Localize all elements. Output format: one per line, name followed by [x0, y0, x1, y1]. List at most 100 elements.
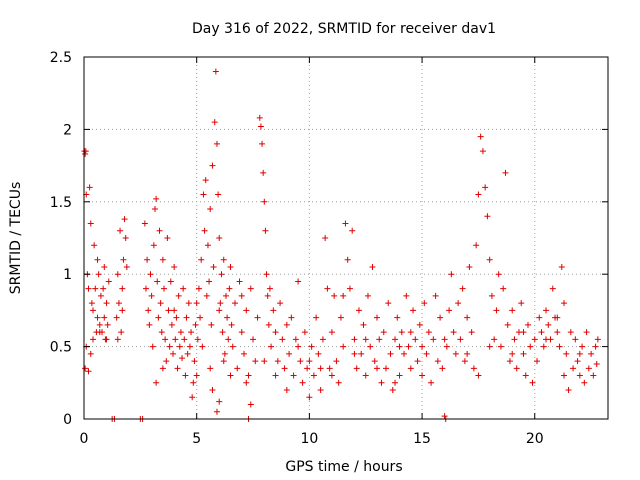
data-point: [319, 336, 326, 343]
data-point: [193, 300, 200, 307]
data-point: [419, 343, 426, 350]
data-point: [265, 321, 272, 328]
data-point: [279, 336, 286, 343]
data-point: [407, 365, 414, 372]
data-point: [437, 314, 444, 321]
data-point: [554, 314, 561, 321]
data-point: [376, 336, 383, 343]
data-point: [491, 336, 498, 343]
data-point: [218, 271, 225, 278]
data-point: [118, 329, 125, 336]
data-point: [254, 314, 261, 321]
data-point: [183, 314, 190, 321]
data-point: [328, 329, 335, 336]
data-point: [184, 350, 191, 357]
data-point: [181, 336, 188, 343]
data-point: [412, 336, 419, 343]
data-point: [355, 307, 362, 314]
data-point: [380, 329, 387, 336]
data-point: [394, 314, 401, 321]
data-point: [206, 278, 213, 285]
data-point: [115, 300, 122, 307]
data-point: [168, 321, 175, 328]
data-point: [272, 329, 279, 336]
data-point: [482, 184, 489, 191]
data-point: [90, 336, 97, 343]
data-point: [87, 220, 94, 227]
data-point: [351, 350, 358, 357]
data-point: [122, 235, 129, 241]
data-point: [540, 343, 547, 350]
data-point: [576, 372, 583, 379]
data-point: [274, 358, 281, 365]
data-point: [518, 300, 525, 307]
data-point: [220, 358, 227, 365]
data-point: [221, 350, 228, 357]
data-point: [290, 372, 297, 379]
data-point: [151, 206, 158, 213]
data-point: [353, 365, 360, 372]
data-point: [439, 365, 446, 372]
data-point: [227, 263, 234, 270]
data-point: [238, 329, 245, 336]
data-point: [86, 184, 93, 191]
data-point: [581, 379, 588, 386]
data-point: [85, 285, 92, 292]
y-tick-label: 0.5: [50, 340, 72, 356]
data-point: [486, 343, 493, 350]
data-point: [150, 242, 157, 249]
data-point: [443, 343, 450, 350]
data-point: [446, 307, 453, 314]
data-point: [594, 336, 601, 343]
data-point: [561, 300, 568, 307]
data-point: [173, 314, 180, 321]
data-point: [95, 271, 102, 278]
data-point: [434, 358, 441, 365]
data-point: [331, 292, 338, 299]
data-point: [94, 256, 101, 263]
data-point: [162, 336, 169, 343]
data-point: [484, 213, 491, 220]
data-point: [198, 256, 205, 263]
data-point: [161, 285, 168, 292]
data-point: [342, 220, 349, 227]
data-point: [360, 321, 367, 328]
data-point: [405, 343, 412, 350]
data-point: [500, 285, 507, 292]
data-point: [509, 350, 516, 357]
data-point: [262, 227, 269, 234]
data-point: [337, 314, 344, 321]
x-tick-label: 5: [192, 431, 201, 447]
data-point: [85, 368, 92, 375]
data-point: [295, 343, 302, 350]
x-tick-labels: 0 5 10 15 20: [80, 431, 544, 447]
data-point: [263, 271, 270, 278]
data-point: [299, 379, 306, 386]
data-point: [200, 191, 207, 198]
data-point: [204, 242, 211, 249]
data-point: [193, 372, 200, 379]
data-point: [295, 278, 302, 285]
data-point: [156, 227, 163, 234]
data-point: [180, 285, 187, 292]
data-point: [195, 285, 202, 292]
data-point: [593, 360, 600, 367]
data-point: [576, 350, 583, 357]
data-point: [153, 379, 160, 386]
data-point: [364, 292, 371, 299]
data-point: [288, 314, 295, 321]
data-point: [113, 314, 120, 321]
data-point: [524, 321, 531, 328]
data-point: [201, 227, 208, 234]
data-point: [362, 372, 369, 379]
data-point: [392, 379, 399, 386]
data-point: [144, 256, 151, 263]
data-point: [87, 350, 94, 357]
plot-frame: [83, 56, 609, 420]
data-point: [261, 358, 268, 365]
data-point: [317, 387, 324, 394]
data-point: [419, 372, 426, 379]
data-point: [392, 336, 399, 343]
y-axis-label: SRMTID / TECUs: [8, 182, 24, 295]
